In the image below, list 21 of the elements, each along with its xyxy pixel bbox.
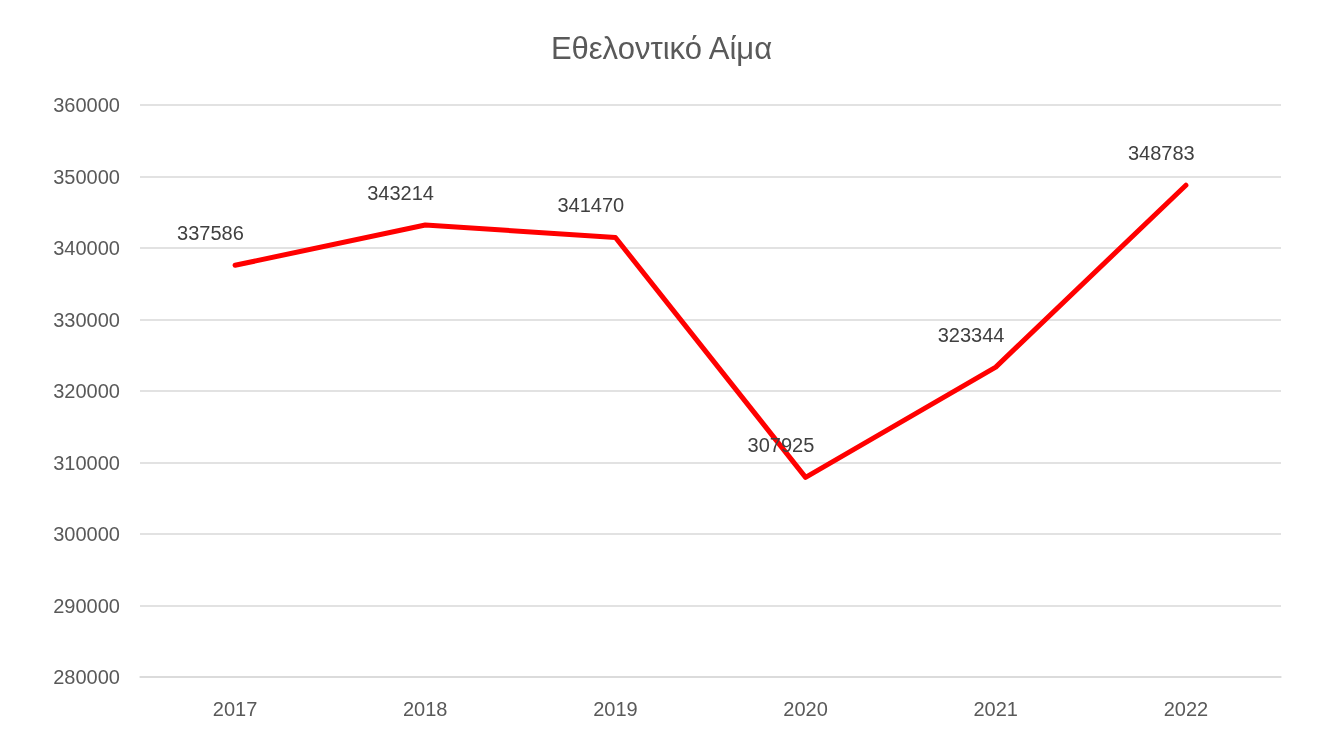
y-tick-label: 360000 [53, 94, 120, 116]
data-label: 323344 [937, 324, 1005, 347]
y-tick-label: 280000 [53, 666, 120, 688]
x-tick-label: 2021 [973, 698, 1018, 720]
x-tick-label: 2020 [783, 698, 828, 720]
y-tick-label: 330000 [53, 308, 120, 331]
chart-title: Εθελοντικό Αίμα [550, 31, 773, 66]
data-label: 341470 [557, 194, 625, 217]
x-tick-label: 2022 [1163, 698, 1209, 720]
x-tick-label: 2018 [403, 698, 448, 720]
data-label: 348783 [1127, 142, 1195, 165]
y-tick-label: 320000 [53, 380, 120, 402]
data-label: 337586 [177, 222, 244, 245]
y-tick-label: 300000 [53, 523, 120, 545]
y-tick-label: 340000 [53, 237, 120, 259]
y-tick-label: 290000 [53, 594, 120, 617]
x-tick-label: 2019 [593, 698, 638, 720]
data-label: 343214 [367, 182, 434, 205]
x-tick-label: 2017 [212, 698, 258, 720]
y-tick-label: 350000 [53, 165, 120, 188]
y-tick-label: 310000 [53, 451, 120, 474]
